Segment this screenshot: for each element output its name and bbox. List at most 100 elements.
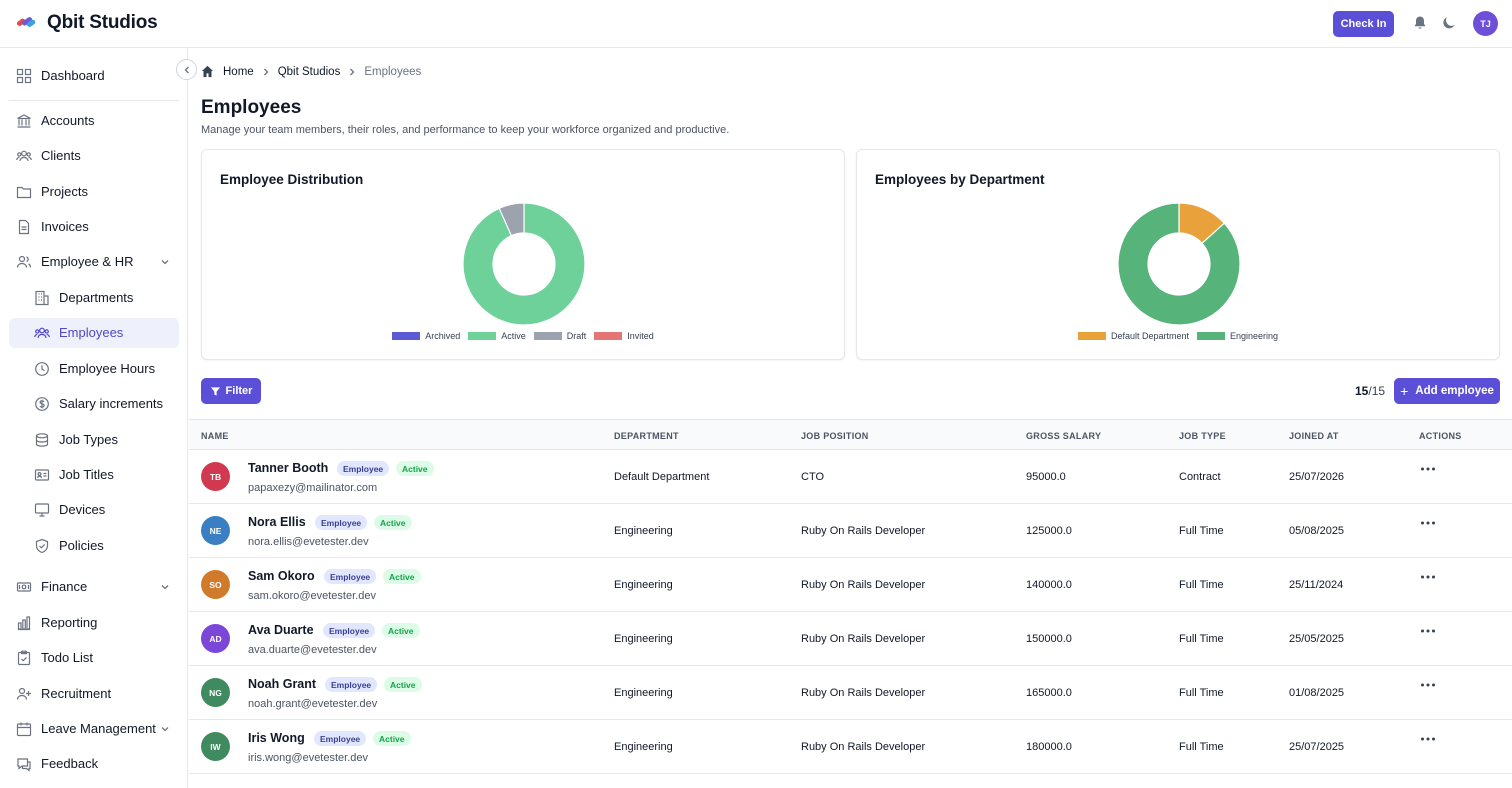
joined-at-cell: 01/08/2025 — [1289, 687, 1345, 699]
joined-at-cell: 25/07/2025 — [1289, 741, 1345, 753]
employee-name[interactable]: Iris Wong — [248, 731, 305, 745]
sidebar-item-employee-hours[interactable]: Employee Hours — [9, 354, 179, 384]
sidebar-item-reporting[interactable]: Reporting — [9, 608, 179, 638]
home-icon[interactable] — [201, 65, 214, 78]
more-actions-icon[interactable] — [1419, 464, 1437, 474]
sidebar-item-recruitment[interactable]: Recruitment — [9, 679, 179, 709]
sidebar: Dashboard Accounts Clients Projects Invo… — [0, 48, 188, 788]
legend-item[interactable]: Default Department — [1077, 331, 1189, 341]
sidebar-item-label: Employees — [59, 325, 124, 340]
legend-item[interactable]: Active — [468, 331, 526, 341]
role-badge: Employee — [325, 677, 378, 692]
sidebar-item-projects[interactable]: Projects — [9, 177, 179, 207]
sidebar-item-departments[interactable]: Departments — [9, 283, 179, 313]
sidebar-item-employees[interactable]: Employees — [9, 318, 179, 348]
job-type-cell: Full Time — [1179, 525, 1224, 537]
column-header-job-position[interactable]: JOB POSITION — [801, 431, 869, 441]
column-header-actions: ACTIONS — [1419, 431, 1462, 441]
column-header-joined-at[interactable]: JOINED AT — [1289, 431, 1339, 441]
employee-name[interactable]: Nora Ellis — [248, 515, 306, 529]
more-actions-icon[interactable] — [1419, 572, 1437, 582]
filter-button[interactable]: Filter — [201, 378, 261, 404]
column-header-gross-salary[interactable]: GROSS SALARY — [1026, 431, 1102, 441]
employee-name[interactable]: Noah Grant — [248, 677, 317, 691]
table-row[interactable]: SO Sam Okoro Employee Active sam.okoro@evete… — [189, 558, 1512, 612]
gross-salary-cell: 150000.0 — [1026, 633, 1072, 645]
employee-name[interactable]: Tanner Booth — [248, 461, 329, 475]
add-employee-button[interactable]: + Add employee — [1394, 378, 1500, 404]
job-type-cell: Contract — [1179, 471, 1221, 483]
sidebar-item-dashboard[interactable]: Dashboard — [9, 61, 179, 91]
bank-icon — [17, 114, 31, 128]
employee-name[interactable]: Sam Okoro — [248, 569, 315, 583]
more-actions-icon[interactable] — [1419, 626, 1437, 636]
employee-name[interactable]: Ava Duarte — [248, 623, 314, 637]
legend-swatch — [468, 332, 497, 340]
donut-slice-active[interactable] — [462, 202, 586, 326]
role-badge: Employee — [324, 569, 377, 584]
legend-item[interactable]: Invited — [594, 331, 654, 341]
employee-distribution-card: Employee Distribution Archived Active Draf… — [201, 149, 845, 360]
job-type-cell: Full Time — [1179, 687, 1224, 699]
sidebar-item-job-titles[interactable]: Job Titles — [9, 460, 179, 490]
sidebar-item-label: Reporting — [41, 615, 98, 630]
sidebar-item-policies[interactable]: Policies — [9, 531, 179, 561]
sidebar-item-invoices[interactable]: Invoices — [9, 212, 179, 242]
sidebar-item-employee-hr[interactable]: Employee & HR — [9, 247, 179, 277]
table-row[interactable]: AD Ava Duarte Employee Active ava.duarte@eve… — [189, 612, 1512, 666]
legend-item[interactable]: Draft — [533, 331, 586, 341]
sidebar-item-finance[interactable]: Finance — [9, 572, 179, 602]
breadcrumb-home[interactable]: Home — [223, 65, 254, 78]
donut-slice-engineering[interactable] — [1117, 202, 1241, 326]
column-header-job-type[interactable]: JOB TYPE — [1179, 431, 1226, 441]
sidebar-item-feedback[interactable]: Feedback — [9, 749, 179, 779]
sidebar-item-leave-management[interactable]: Leave Management — [9, 714, 179, 744]
moon-icon[interactable] — [1441, 15, 1457, 31]
sidebar-item-job-types[interactable]: Job Types — [9, 425, 179, 455]
employee-email: sam.okoro@evetester.dev — [248, 590, 376, 602]
sidebar-collapse-button[interactable] — [176, 59, 197, 80]
user-avatar[interactable]: TJ — [1473, 11, 1498, 36]
table-row[interactable]: IW Iris Wong Employee Active iris.wong@evete… — [189, 720, 1512, 774]
legend-item[interactable]: Engineering — [1197, 331, 1278, 341]
status-badge: Active — [382, 623, 420, 638]
sidebar-item-accounts[interactable]: Accounts — [9, 106, 179, 136]
chart-legend: Archived Active Draft Invited — [202, 331, 844, 341]
column-header-department[interactable]: DEPARTMENT — [614, 431, 679, 441]
sidebar-item-label: Employee & HR — [41, 254, 134, 269]
sidebar-item-salary-increments[interactable]: Salary increments — [9, 389, 179, 419]
brand[interactable]: Qbit Studios — [16, 12, 158, 34]
donut-slice-draft[interactable] — [498, 202, 525, 237]
sidebar-item-devices[interactable]: Devices — [9, 495, 179, 525]
employee-avatar: NG — [201, 678, 230, 707]
sidebar-item-todo-list[interactable]: Todo List — [9, 643, 179, 673]
users-group-icon — [34, 327, 50, 339]
sidebar-item-label: Todo List — [41, 650, 94, 665]
more-actions-icon[interactable] — [1419, 518, 1437, 528]
sidebar-item-label: Recruitment — [41, 686, 112, 701]
chevron-down-icon — [161, 727, 169, 732]
table-row[interactable]: NG Noah Grant Employee Active noah.grant@eve… — [189, 666, 1512, 720]
column-header-name[interactable]: NAME — [201, 431, 229, 441]
gross-salary-cell: 125000.0 — [1026, 525, 1072, 537]
employee-email: nora.ellis@evetester.dev — [248, 536, 369, 548]
sidebar-item-label: Job Types — [59, 432, 119, 447]
bar-chart-icon — [17, 616, 31, 631]
more-actions-icon[interactable] — [1419, 734, 1437, 744]
breadcrumb-org[interactable]: Qbit Studios — [277, 65, 341, 78]
table-row[interactable]: NE Nora Ellis Employee Active nora.ellis@eve… — [189, 504, 1512, 558]
sidebar-item-clients[interactable]: Clients — [9, 141, 179, 171]
status-badge: Active — [374, 515, 412, 530]
filter-icon — [210, 386, 220, 396]
more-actions-icon[interactable] — [1419, 680, 1437, 690]
legend-item[interactable]: Archived — [392, 331, 460, 341]
file-icon — [18, 219, 30, 235]
legend-label: Default Department — [1110, 331, 1189, 341]
legend-swatch — [533, 332, 562, 340]
chart-legend: Default Department Engineering — [857, 331, 1499, 341]
table-row[interactable]: TB Tanner Booth Employee Active papaxezy@mai… — [189, 450, 1512, 504]
breadcrumb-current: Employees — [364, 65, 422, 78]
check-in-button[interactable]: Check In — [1333, 11, 1394, 37]
bell-icon[interactable] — [1412, 15, 1428, 31]
employees-by-department-card: Employees by Department Default Departme… — [856, 149, 1500, 360]
